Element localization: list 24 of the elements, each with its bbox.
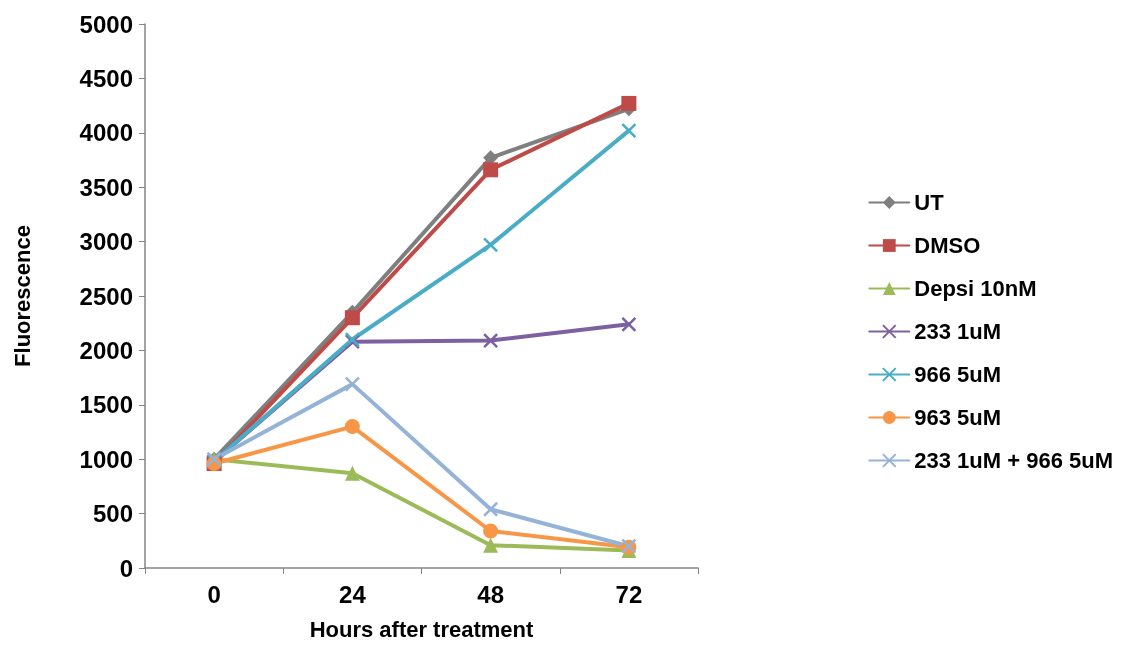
legend-label: UT (914, 190, 945, 215)
y-tick-label: 0 (119, 554, 133, 582)
legend-label: 963 5uM (914, 405, 1002, 430)
legend-label: 233 1uM + 966 5uM (914, 448, 1114, 473)
y-tick-label: 2000 (79, 336, 133, 364)
x-tick-label: 0 (207, 580, 221, 608)
y-tick-label: 500 (92, 500, 133, 528)
y-tick-label: 3500 (79, 173, 133, 201)
y-tick-label: 2500 (79, 282, 133, 310)
legend-label: 966 5uM (914, 362, 1002, 387)
legend-label: 233 1uM (914, 319, 1002, 344)
y-tick-label: 5000 (79, 10, 133, 38)
x-tick-label: 48 (477, 580, 504, 608)
x-tick-label: 24 (339, 580, 367, 608)
x-tick-label: 72 (615, 580, 643, 608)
y-tick-label: 3000 (79, 228, 133, 256)
y-tick-label: 1500 (79, 391, 133, 419)
legend-label: Depsi 10nM (914, 276, 1037, 301)
y-tick-label: 4000 (79, 119, 133, 147)
y-tick-label: 1000 (79, 445, 133, 473)
y-axis-title: Fluorescence (9, 225, 35, 367)
legend-label: DMSO (914, 233, 981, 258)
y-tick-label: 4500 (79, 64, 133, 92)
x-axis-title: Hours after treatment (309, 616, 535, 642)
